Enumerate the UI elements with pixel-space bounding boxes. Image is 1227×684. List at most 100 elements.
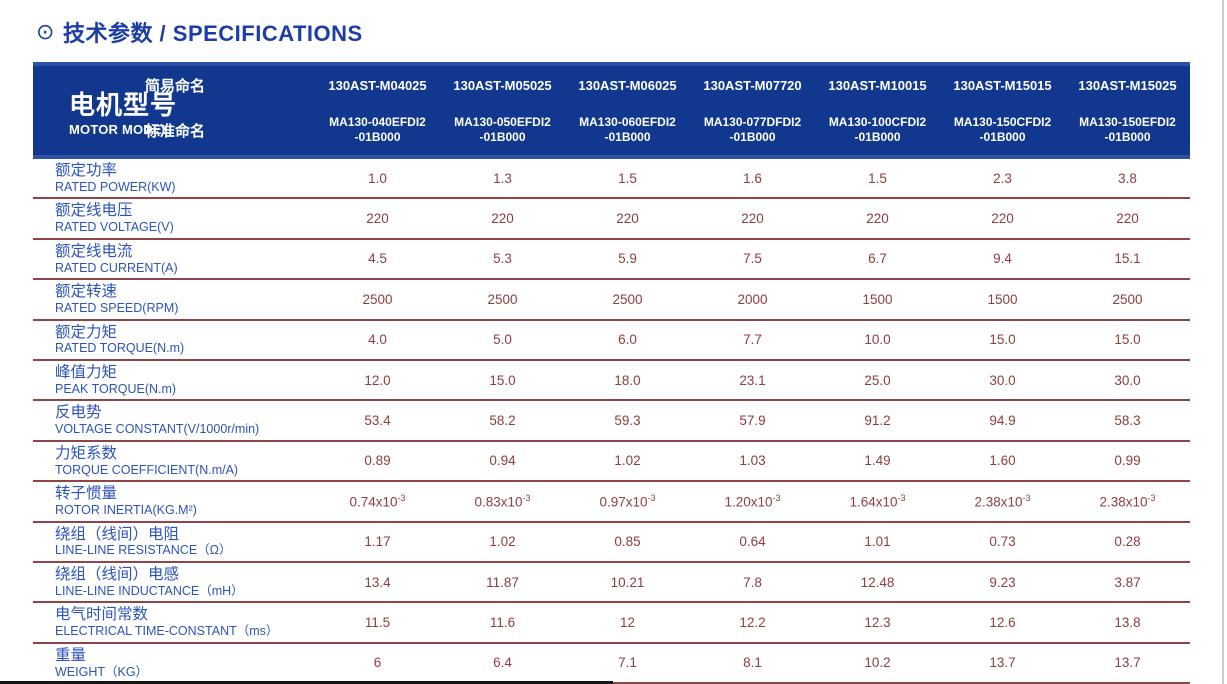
spec-value: 11.6 — [489, 614, 516, 630]
spec-value: 1500 — [862, 291, 893, 307]
spec-label-cn: 额定线电压 — [55, 202, 133, 220]
table-body: 额定功率 RATED POWER(KW) 1.0 1.3 1.5 1.6 1.5 2.3 3.8… — [33, 159, 1190, 684]
model-standard-name-line1: MA130-060EFDI2 — [579, 115, 676, 130]
model-standard-name: MA130-077DFDI2 -01B000 — [690, 115, 815, 145]
model-standard-name-line2: -01B000 — [354, 130, 401, 145]
spec-label-en: LINE-LINE INDUCTANCE（mH） — [55, 583, 244, 598]
exponent: -3 — [897, 493, 906, 504]
standard-name-label: 标准命名 — [145, 122, 206, 140]
spec-value: 0.64 — [739, 534, 766, 550]
spec-value: 3.87 — [1114, 574, 1141, 590]
spec-row: 重量 WEIGHT（KG） 6 6.4 7.1 8.1 10.2 13.7 13.7 — [33, 644, 1190, 684]
exponent: -3 — [647, 493, 656, 504]
spec-label-cell: 额定力矩 RATED TORQUE(N.m) — [33, 324, 315, 356]
spec-value: 1.64x10-3 — [849, 493, 906, 510]
spec-value: 1.03 — [739, 453, 766, 469]
spec-value: 5.9 — [618, 251, 637, 267]
spec-label-cell: 额定线电压 RATED VOLTAGE(V) — [33, 202, 315, 234]
spec-value: 0.89 — [364, 453, 391, 469]
spec-row: 额定线电压 RATED VOLTAGE(V) 220 220 220 220 220 220 2… — [33, 199, 1190, 240]
spec-row: 转子惯量 ROTOR INERTIA(KG.M²) 0.74x10-3 0.83x10… — [33, 482, 1190, 523]
model-standard-name: MA130-060EFDI2 -01B000 — [565, 115, 690, 145]
spec-value: 2500 — [1112, 291, 1143, 307]
table-header: 电机型号 MOTOR MODEL 简易命名 130AST-M04025 130AS… — [33, 62, 1190, 159]
spec-value: 0.73 — [989, 534, 1016, 550]
spec-label-cell: 额定转速 RATED SPEED(RPM) — [33, 283, 315, 315]
spec-value: 1.60 — [989, 453, 1016, 469]
spec-value: 1.49 — [864, 453, 891, 469]
spec-value: 13.7 — [1114, 655, 1141, 671]
spec-value: 6.0 — [618, 332, 637, 348]
spec-value: 13.7 — [989, 655, 1016, 671]
spec-value: 220 — [491, 211, 514, 227]
standard-name-columns: MA130-040EFDI2 -01B000 MA130-050EFDI2 -01B0… — [315, 115, 1190, 145]
spec-value: 2.38x10-3 — [1099, 493, 1156, 510]
spec-value: 220 — [366, 211, 389, 227]
spec-value: 0.74x10-3 — [349, 493, 406, 510]
spec-value: 10.2 — [864, 655, 891, 671]
spec-value: 1.02 — [614, 453, 641, 469]
model-standard-name-line2: -01B000 — [604, 130, 651, 145]
spec-value: 4.5 — [368, 251, 387, 267]
exponent: -3 — [772, 493, 781, 504]
spec-row: 电气时间常数 ELECTRICAL TIME-CONSTANT（ms） 11.5 11… — [33, 603, 1190, 644]
spec-value: 12.6 — [989, 614, 1016, 630]
model-standard-name: MA130-150CFDI2 -01B000 — [940, 115, 1065, 145]
model-standard-name: MA130-040EFDI2 -01B000 — [315, 115, 440, 145]
spec-value: 1.5 — [618, 170, 637, 186]
spec-value: 9.23 — [989, 574, 1016, 590]
motor-model-label-en: MOTOR MODEL — [69, 121, 170, 137]
exponent: -3 — [397, 493, 406, 504]
model-standard-name-line2: -01B000 — [479, 130, 526, 145]
spec-value: 15.1 — [1114, 251, 1141, 267]
model-standard-name-line1: MA130-050EFDI2 — [454, 115, 551, 130]
spec-value: 11.5 — [364, 614, 391, 630]
spec-label-en: RATED TORQUE(N.m) — [55, 341, 185, 356]
spec-value: 5.0 — [493, 332, 512, 348]
spec-value: 8.1 — [743, 655, 762, 671]
spec-value: 12.48 — [860, 574, 895, 590]
spec-label-en: RATED VOLTAGE(V) — [55, 220, 174, 235]
spec-value: 11.87 — [486, 574, 519, 590]
spec-value: 2500 — [487, 291, 518, 307]
spec-value: 57.9 — [739, 413, 766, 429]
bottom-partial-bar — [0, 681, 613, 684]
page-right-edge-line — [1222, 0, 1224, 684]
spec-label-cn: 绕组（线间）电感 — [55, 566, 180, 583]
model-standard-name-line2: -01B000 — [1104, 130, 1151, 145]
exponent: -3 — [522, 493, 531, 504]
spec-value: 2.3 — [993, 170, 1012, 186]
spec-value: 10.21 — [610, 574, 645, 590]
model-simple-name: 130AST-M06025 — [578, 78, 677, 94]
spec-value: 4.0 — [368, 332, 387, 348]
spec-value: 0.85 — [614, 534, 641, 550]
spec-row: 额定转速 RATED SPEED(RPM) 2500 2500 2500 2000 1500… — [33, 280, 1190, 321]
simple-name-row: 简易命名 130AST-M04025 130AST-M05025 130AST-M0… — [145, 66, 1190, 105]
model-standard-name: MA130-050EFDI2 -01B000 — [440, 115, 565, 145]
spec-value: 15.0 — [489, 372, 516, 388]
model-simple-name: 130AST-M05025 — [453, 78, 552, 94]
simple-name-columns: 130AST-M04025 130AST-M05025 130AST-M06025 1… — [315, 78, 1190, 93]
spec-value: 2.38x10-3 — [974, 493, 1031, 510]
spec-value: 7.7 — [743, 332, 762, 348]
spec-value: 1.6 — [743, 170, 762, 186]
spec-value: 23.1 — [739, 372, 766, 388]
model-simple-name: 130AST-M15015 — [953, 78, 1052, 94]
spec-value: 94.9 — [989, 413, 1016, 429]
model-standard-name-line2: -01B000 — [729, 130, 776, 145]
spec-value: 1.17 — [364, 534, 391, 550]
spec-row: 峰值力矩 PEAK TORQUE(N.m) 12.0 15.0 18.0 23.1 25.0… — [33, 361, 1190, 402]
spec-value: 58.3 — [1114, 413, 1141, 429]
spec-label-cell: 绕组（线间）电感 LINE-LINE INDUCTANCE（mH） — [33, 566, 315, 598]
model-standard-name-line1: MA130-150EFDI2 — [1079, 115, 1176, 130]
spec-value: 12 — [619, 614, 636, 630]
spec-label-en: ELECTRICAL TIME-CONSTANT（ms） — [55, 624, 279, 639]
spec-value: 2500 — [362, 291, 393, 307]
simple-name-label: 简易命名 — [145, 78, 206, 96]
spec-label-cell: 力矩系数 TORQUE COEFFICIENT(N.m/A) — [33, 445, 315, 477]
spec-value: 6 — [373, 655, 382, 671]
spec-value: 1.02 — [489, 534, 516, 550]
spec-label-cn: 额定功率 — [55, 162, 118, 180]
model-standard-name-line2: -01B000 — [979, 130, 1026, 145]
spec-value: 6.7 — [868, 251, 887, 267]
